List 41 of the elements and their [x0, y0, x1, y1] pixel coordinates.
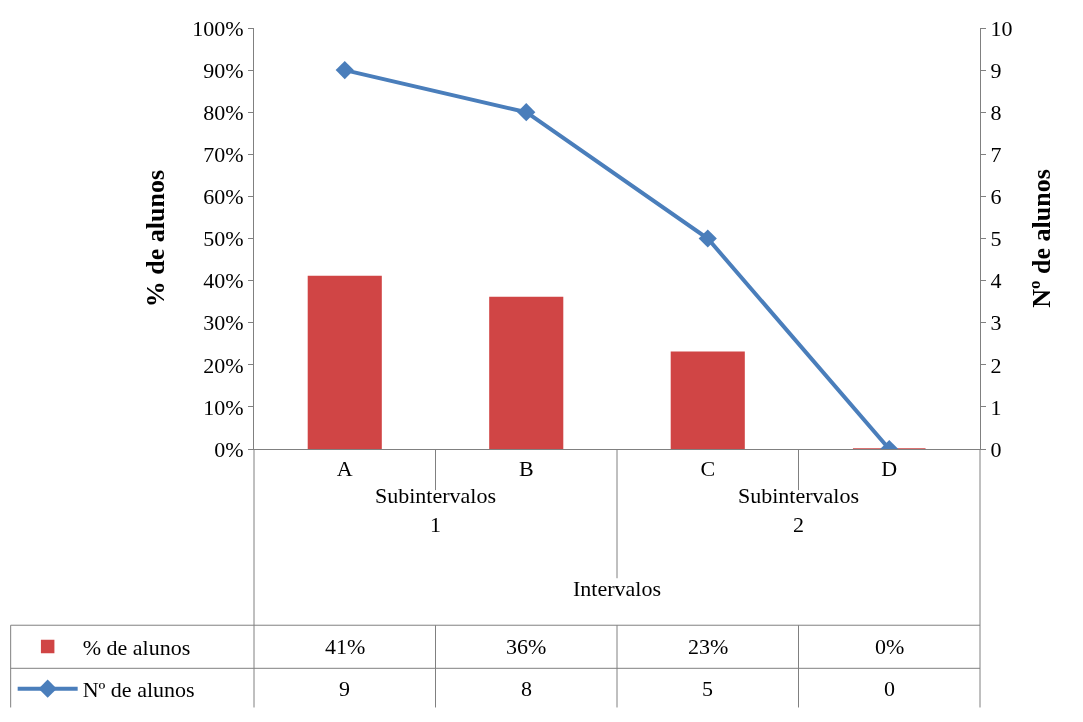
y2-tick-label: 4	[990, 268, 1002, 294]
y-tick-label: 70%	[203, 142, 244, 167]
y2-tick-label: 8	[990, 99, 1002, 125]
text: Subintervalos 2	[738, 483, 859, 537]
y2-tick-label: 5	[990, 226, 1002, 252]
y-tick-label: 100%	[192, 15, 244, 41]
y2-tick-label: 10	[990, 15, 1013, 41]
data-label: 5	[702, 676, 713, 701]
data-label: 9	[339, 676, 350, 701]
y-tick-label: 10%	[203, 394, 244, 420]
data-label: 41%	[325, 634, 366, 659]
y2-tick-label: 0	[990, 436, 1002, 462]
data-label: 8	[521, 676, 532, 701]
x-tick-label: D	[881, 456, 898, 482]
y-tick-label: 90%	[203, 57, 244, 83]
data-label: 0%	[875, 634, 905, 659]
text: Subintervalos 1	[375, 483, 496, 537]
legend-label: Nº de alunos	[82, 677, 195, 703]
x-tick-label: C	[700, 456, 716, 482]
y-tick-label: 40%	[203, 268, 244, 294]
y2-tick-label: 7	[990, 142, 1002, 167]
y-axis-title: % de alunos	[140, 169, 170, 308]
x-tick-label: A	[336, 456, 353, 482]
data-label: 23%	[688, 634, 729, 659]
y-tick-label: 80%	[203, 99, 244, 125]
y2-axis-title: Nº de alunos	[1027, 169, 1057, 308]
y2-tick-label: 9	[990, 57, 1002, 83]
y-tick-label: 50%	[203, 226, 244, 252]
y-tick-label: 30%	[203, 310, 244, 336]
data-label: 36%	[506, 634, 547, 659]
x-tick-label: B	[518, 456, 534, 482]
y2-tick-label: 3	[990, 310, 1002, 336]
y-tick-label: 0%	[214, 436, 244, 462]
y2-tick-label: 2	[990, 352, 1002, 378]
data-label: 0	[884, 676, 895, 701]
legend-label: % de alunos	[82, 635, 191, 661]
y2-tick-label: 6	[990, 184, 1002, 210]
y2-tick-label: 1	[990, 394, 1002, 420]
x-axis-title: Intervalos	[573, 576, 661, 601]
y-tick-label: 60%	[203, 184, 244, 210]
y-tick-label: 20%	[203, 352, 244, 378]
